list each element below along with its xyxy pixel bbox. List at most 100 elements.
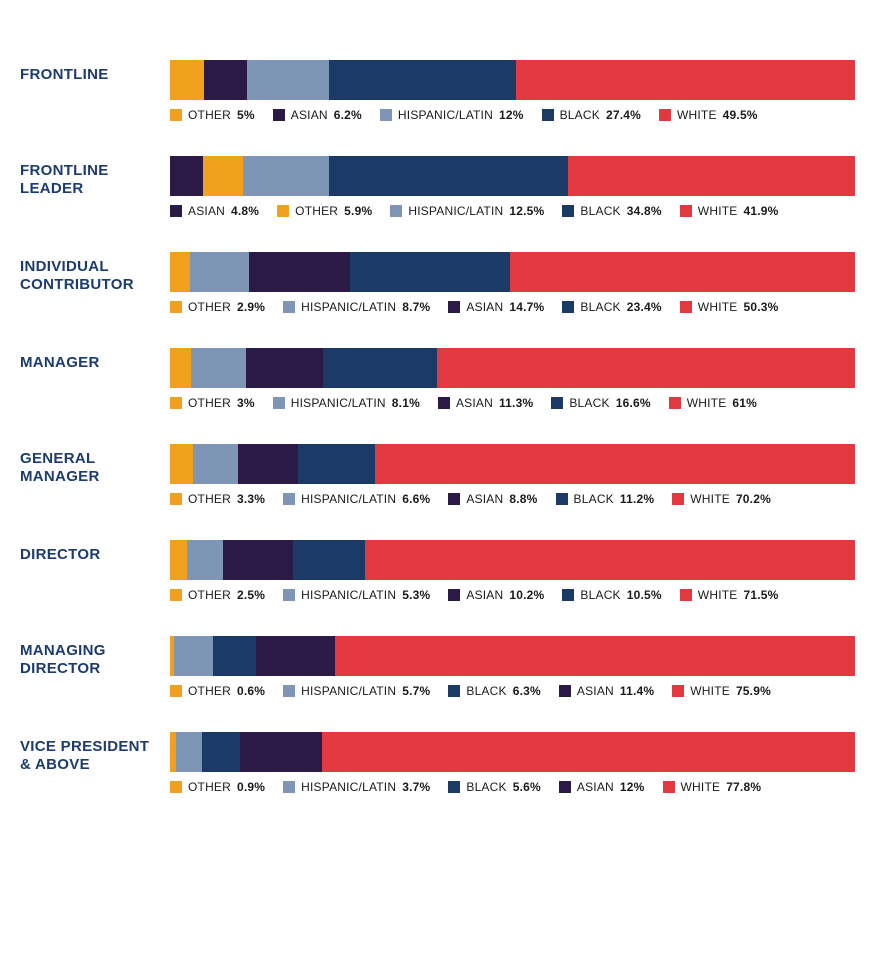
legend-swatch: [448, 589, 460, 601]
legend-value: 3%: [237, 396, 255, 410]
legend-swatch: [659, 109, 671, 121]
legend-item: OTHER0.9%: [170, 780, 265, 794]
bar-segment: [174, 636, 213, 676]
row-body: OTHER0.6%HISPANIC/LATIN5.7%BLACK6.3%ASIA…: [170, 636, 855, 698]
legend-value: 50.3%: [743, 300, 778, 314]
legend-value: 5.3%: [402, 588, 430, 602]
stacked-bar: [170, 348, 855, 388]
legend-swatch: [672, 685, 684, 697]
legend-value: 12%: [499, 108, 524, 122]
legend-value: 77.8%: [726, 780, 761, 794]
chart-row: VICE PRESIDENT & ABOVEOTHER0.9%HISPANIC/…: [20, 732, 855, 794]
legend-label: ASIAN: [466, 300, 503, 314]
bar-segment: [365, 540, 855, 580]
legend-value: 11.4%: [620, 684, 654, 698]
bar-segment: [170, 444, 193, 484]
legend-label: BLACK: [466, 684, 506, 698]
legend-swatch: [562, 589, 574, 601]
row-body: OTHER0.9%HISPANIC/LATIN3.7%BLACK5.6%ASIA…: [170, 732, 855, 794]
bar-segment: [176, 732, 201, 772]
legend-value: 3.7%: [402, 780, 430, 794]
legend-value: 2.9%: [237, 300, 265, 314]
legend-swatch: [283, 589, 295, 601]
legend-label: ASIAN: [291, 108, 328, 122]
legend-swatch: [283, 301, 295, 313]
chart-row: DIRECTOROTHER2.5%HISPANIC/LATIN5.3%ASIAN…: [20, 540, 855, 602]
bar-segment: [256, 636, 334, 676]
bar-segment: [170, 540, 187, 580]
legend-item: WHITE71.5%: [680, 588, 779, 602]
chart-row: GENERAL MANAGEROTHER3.3%HISPANIC/LATIN6.…: [20, 444, 855, 506]
row-label: VICE PRESIDENT & ABOVE: [20, 732, 170, 774]
legend-swatch: [448, 685, 460, 697]
legend-item: HISPANIC/LATIN 12%: [380, 108, 524, 122]
legend-label: OTHER: [188, 396, 231, 410]
bar-segment: [213, 636, 256, 676]
legend-swatch: [170, 493, 182, 505]
legend-value: 10.2%: [509, 588, 544, 602]
bar-segment: [516, 60, 855, 100]
legend-swatch: [170, 589, 182, 601]
legend-item: OTHER2.9%: [170, 300, 265, 314]
row-label: DIRECTOR: [20, 540, 170, 564]
legend-value: 11.3%: [499, 396, 533, 410]
bar-segment: [329, 60, 517, 100]
legend-value: 12%: [620, 780, 645, 794]
legend-item: BLACK5.6%: [448, 780, 541, 794]
legend-value: 10.5%: [627, 588, 662, 602]
legend-swatch: [277, 205, 289, 217]
legend-label: WHITE: [681, 780, 721, 794]
legend-label: HISPANIC/LATIN: [398, 108, 493, 122]
legend-swatch: [170, 301, 182, 313]
legend-value: 41.9%: [743, 204, 778, 218]
legend-label: ASIAN: [456, 396, 493, 410]
legend-label: HISPANIC/LATIN: [301, 588, 396, 602]
legend-value: 11.2%: [620, 492, 654, 506]
legend-label: WHITE: [687, 396, 727, 410]
legend-value: 8.1%: [392, 396, 420, 410]
legend-item: ASIAN8.8%: [448, 492, 537, 506]
legend-value: 2.5%: [237, 588, 265, 602]
legend-swatch: [448, 781, 460, 793]
stacked-bar: [170, 444, 855, 484]
stacked-bar: [170, 252, 855, 292]
legend-item: OTHER 3%: [170, 396, 255, 410]
legend-label: WHITE: [690, 492, 730, 506]
legend-item: BLACK10.5%: [562, 588, 661, 602]
bar-segment: [298, 444, 375, 484]
legend-swatch: [380, 109, 392, 121]
legend-swatch: [556, 493, 568, 505]
row-body: OTHER2.5%HISPANIC/LATIN5.3%ASIAN10.2%BLA…: [170, 540, 855, 602]
legend-swatch: [170, 109, 182, 121]
legend-label: ASIAN: [188, 204, 225, 218]
row-legend: OTHER3%HISPANIC/LATIN8.1%ASIAN11.3%BLACK…: [170, 396, 855, 410]
row-label: FRONTLINE LEADER: [20, 156, 170, 198]
legend-label: HISPANIC/LATIN: [301, 300, 396, 314]
bar-segment: [170, 156, 203, 196]
legend-swatch: [663, 781, 675, 793]
stacked-bar: [170, 156, 855, 196]
bar-segment: [170, 348, 191, 388]
bar-segment: [187, 540, 223, 580]
chart-row: FRONTLINE LEADERASIAN4.8%OTHER5.9%HISPAN…: [20, 156, 855, 218]
legend-swatch: [283, 685, 295, 697]
stacked-bar: [170, 636, 855, 676]
bar-segment: [193, 444, 238, 484]
row-body: OTHER5%ASIAN6.2%HISPANIC/LATIN12%BLACK27…: [170, 60, 855, 122]
legend-value: 14.7%: [509, 300, 544, 314]
legend-label: ASIAN: [577, 780, 614, 794]
chart-row: MANAGING DIRECTOROTHER0.6%HISPANIC/LATIN…: [20, 636, 855, 698]
legend-item: ASIAN4.8%: [170, 204, 259, 218]
legend-swatch: [680, 301, 692, 313]
legend-value: 6.3%: [513, 684, 541, 698]
legend-value: 27.4%: [606, 108, 641, 122]
bar-segment: [238, 444, 298, 484]
legend-value: 8.7%: [402, 300, 430, 314]
legend-value: 70.2%: [736, 492, 771, 506]
legend-label: OTHER: [188, 780, 231, 794]
bar-segment: [323, 348, 437, 388]
chart-row: MANAGEROTHER3%HISPANIC/LATIN8.1%ASIAN11.…: [20, 348, 855, 410]
legend-label: BLACK: [569, 396, 609, 410]
legend-label: OTHER: [188, 588, 231, 602]
legend-label: WHITE: [677, 108, 717, 122]
